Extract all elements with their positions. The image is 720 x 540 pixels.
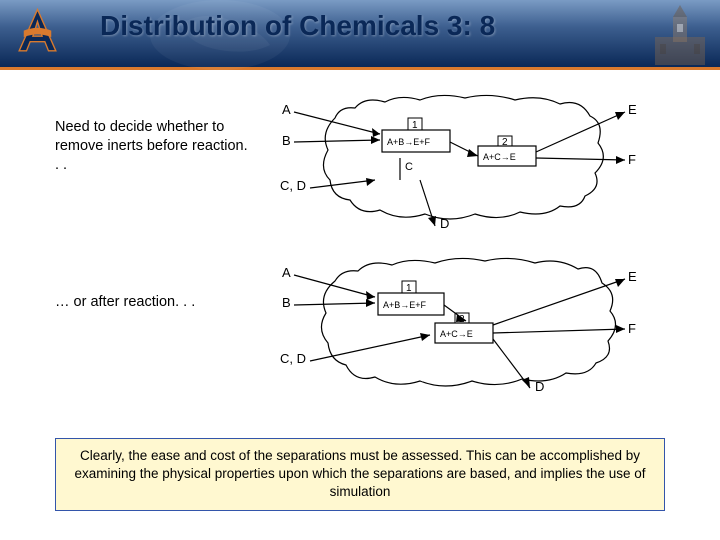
label-D2: D (535, 379, 544, 393)
label-F2: F (628, 321, 636, 336)
label-F: F (628, 152, 636, 167)
box1-rxn: A+B→E+F (387, 137, 431, 147)
box1-num: 1 (412, 120, 418, 131)
label-CD2: C, D (280, 351, 306, 366)
diagram-after: A B C, D 1 A+B→E+F 2 A+C→E (255, 253, 680, 398)
center-C: C (405, 161, 413, 173)
box1-rxn2: A+B→E+F (383, 300, 427, 310)
label-E: E (628, 102, 637, 117)
text-after: … or after reaction. . . (55, 253, 255, 312)
label-A2: A (282, 265, 291, 280)
content-area: Need to decide whether to remove inerts … (0, 70, 720, 428)
label-D: D (440, 216, 449, 228)
label-E2: E (628, 269, 637, 284)
text-before: Need to decide whether to remove inerts … (55, 88, 255, 175)
label-CD: C, D (280, 178, 306, 193)
label-B: B (282, 133, 291, 148)
row-after-reaction: … or after reaction. . . A B C, D 1 A+B→… (55, 253, 680, 398)
row-before-reaction: Need to decide whether to remove inerts … (55, 88, 680, 233)
auburn-logo-icon (10, 5, 65, 60)
box2-num: 2 (502, 137, 508, 148)
box2-rxn2: A+C→E (440, 329, 473, 339)
box1-num2: 1 (406, 283, 412, 294)
process-diagram-2: A B C, D 1 A+B→E+F 2 A+C→E (280, 253, 640, 393)
box2-num2: 2 (459, 314, 465, 325)
samford-hall-icon (645, 2, 715, 67)
diagram-before: A B C, D 1 A+B→E+F C 2 A+C→ (255, 88, 680, 233)
box2-rxn: A+C→E (483, 152, 516, 162)
slide-title: Distribution of Chemicals 3: 8 (100, 10, 495, 42)
label-A: A (282, 102, 291, 117)
label-B2: B (282, 295, 291, 310)
header-band: Distribution of Chemicals 3: 8 (0, 0, 720, 70)
process-diagram-1: A B C, D 1 A+B→E+F C 2 A+C→ (280, 88, 640, 228)
footer-callout: Clearly, the ease and cost of the separa… (55, 438, 665, 511)
